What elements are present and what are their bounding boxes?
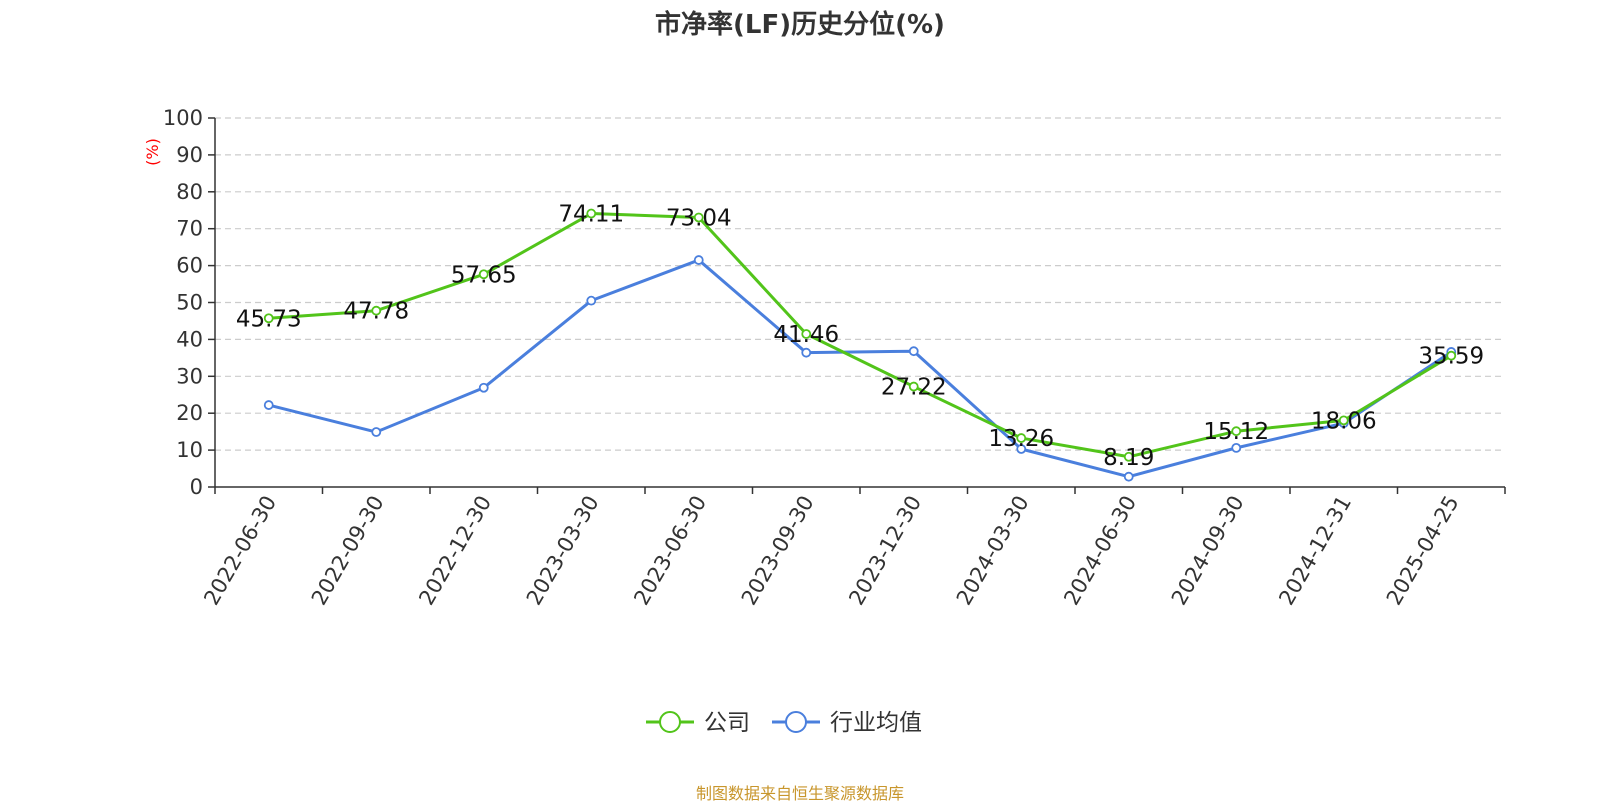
data-label: 47.78 (343, 299, 409, 325)
data-label: 15.12 (1203, 419, 1269, 445)
y-tick-label: 70 (176, 217, 203, 241)
data-point (478, 382, 489, 393)
data-point (1016, 433, 1027, 443)
grid-lines (215, 117, 1505, 451)
data-label: 74.11 (558, 202, 624, 228)
data-point (693, 255, 704, 265)
data-point (801, 329, 812, 339)
x-tick-label: 2022-12-30 (414, 492, 496, 610)
legend-label: 公司 (704, 710, 750, 736)
x-tick-label: 2023-06-30 (629, 492, 711, 610)
legend-item[interactable]: 公司 (646, 710, 750, 736)
data-point (1446, 350, 1457, 361)
data-label: 57.65 (451, 262, 517, 288)
y-tick-label: 40 (176, 327, 203, 351)
x-tick-label: 2022-06-30 (199, 492, 281, 610)
legend[interactable]: 公司 行业均值 (646, 710, 922, 736)
data-point (908, 346, 919, 357)
legend-item[interactable]: 行业均值 (772, 710, 922, 736)
legend-marker-icon (659, 711, 681, 733)
data-label: 73.04 (666, 205, 732, 231)
x-tick-label: 2024-12-31 (1274, 492, 1356, 610)
y-tick-label: 100 (163, 106, 203, 130)
legend-marker-icon (785, 711, 807, 733)
data-labels: 45.73 47.78 57.65 74.11 73.04 41.46 27.22 13.26… (236, 202, 1484, 471)
data-label: 27.22 (881, 375, 947, 401)
data-label: 18.06 (1311, 408, 1377, 434)
data-label: 45.73 (236, 306, 302, 332)
data-point (478, 269, 489, 280)
x-tick-label: 2022-09-30 (307, 492, 389, 610)
data-point (1338, 415, 1349, 426)
y-tick-label: 10 (176, 438, 203, 462)
data-point (1231, 426, 1242, 437)
series-line-1 (268, 258, 1453, 479)
data-point (586, 295, 597, 306)
data-label: 13.26 (988, 426, 1054, 452)
source-note: 制图数据来自恒生聚源数据库 (695, 784, 904, 803)
data-point (263, 400, 274, 410)
y-tick-label: 50 (176, 291, 203, 315)
y-tick-label: 20 (176, 401, 203, 425)
x-tick-label: 2023-03-30 (522, 492, 604, 610)
series-line-0 (268, 212, 1453, 459)
x-tick-label: 2024-06-30 (1059, 492, 1141, 610)
data-point (1231, 442, 1242, 453)
data-point (801, 347, 812, 358)
data-point (908, 381, 919, 392)
chart-title: 市净率(LF)历史分位(%) (655, 10, 945, 40)
y-axis-label: (%) (143, 138, 162, 166)
data-point (371, 305, 382, 316)
data-point (263, 313, 274, 324)
data-point (371, 427, 382, 437)
y-tick-label: 30 (176, 364, 203, 388)
data-point (1123, 451, 1134, 462)
data-label: 41.46 (773, 322, 839, 348)
data-point (586, 208, 597, 219)
x-tick-label: 2024-09-30 (1167, 492, 1249, 610)
y-tick-label: 90 (176, 143, 203, 167)
data-point (693, 212, 704, 223)
data-point (1016, 444, 1027, 454)
legend-label: 行业均值 (830, 710, 922, 736)
x-tick-label: 2023-09-30 (737, 492, 819, 610)
y-tick-label: 80 (176, 180, 203, 204)
series-lines (263, 208, 1457, 482)
data-label: 8.19 (1103, 445, 1154, 471)
x-tick-label: 2023-12-30 (844, 492, 926, 610)
data-point (1123, 471, 1134, 482)
x-tick-label: 2025-04-25 (1382, 492, 1464, 610)
y-tick-label: 0 (190, 475, 203, 499)
data-label: 35.59 (1418, 344, 1484, 370)
x-tick-label: 2024-03-30 (952, 492, 1034, 610)
y-tick-label: 60 (176, 254, 203, 278)
axes: 0 10 20 30 40 50 60 70 80 90 100(%) 2022-06-30 2022-… (143, 106, 1506, 610)
